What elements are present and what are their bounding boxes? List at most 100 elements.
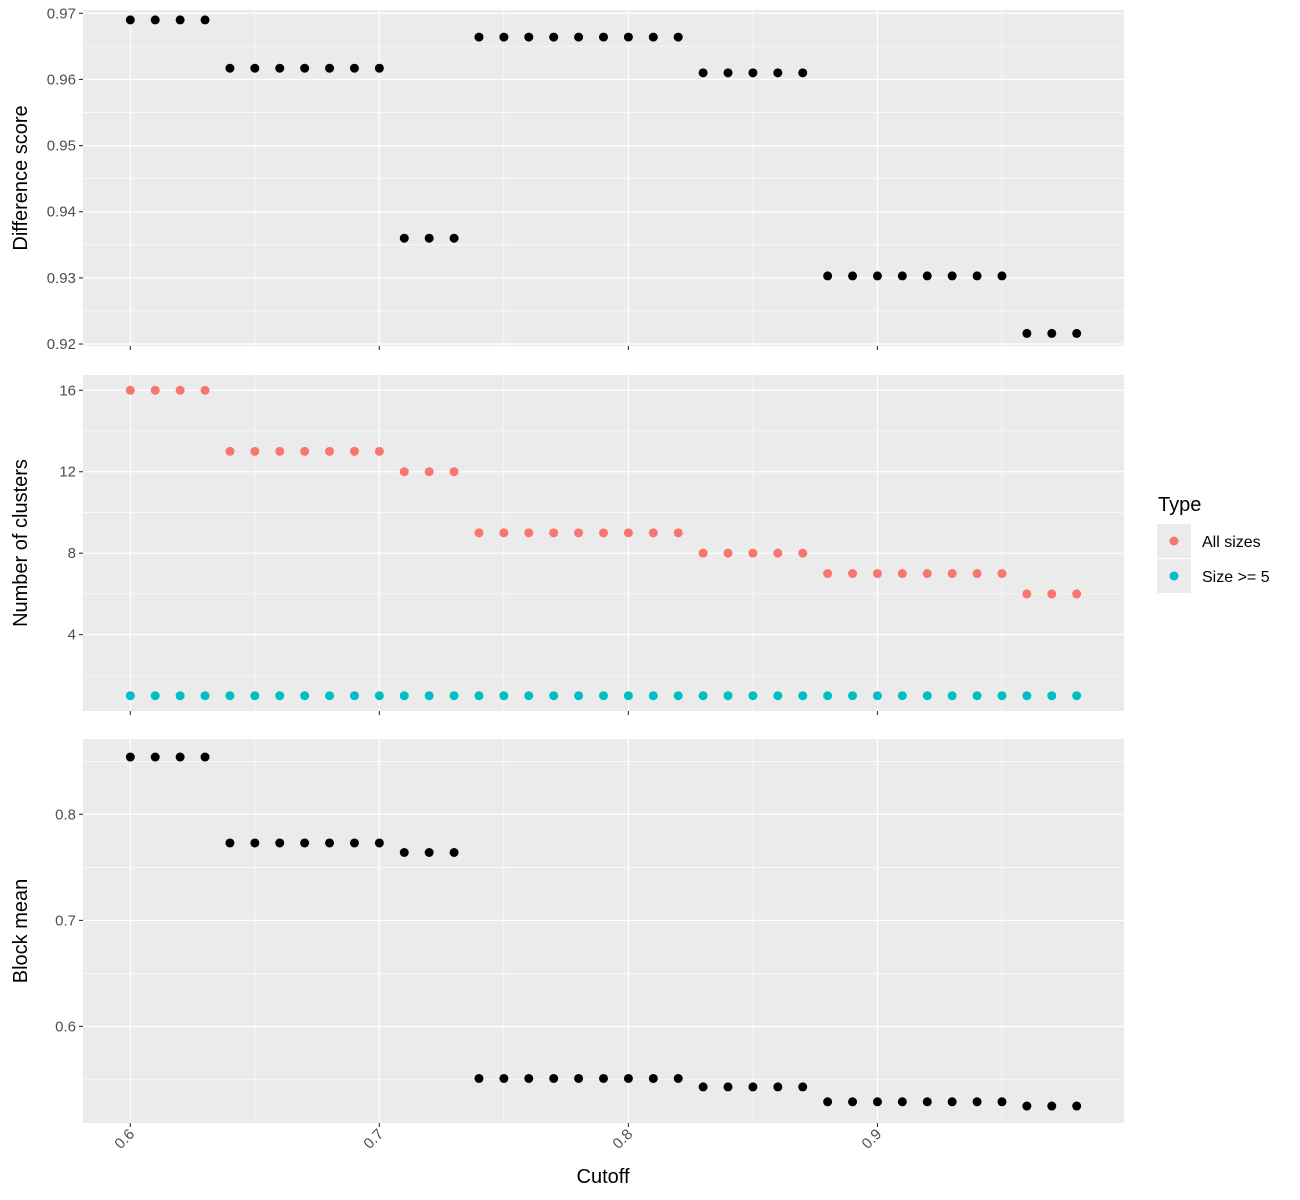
x-tick-label: 0.7 (360, 1126, 387, 1153)
data-point (723, 68, 733, 78)
data-point (449, 233, 459, 243)
data-point (698, 68, 708, 78)
data-point (1072, 589, 1082, 599)
data-point (848, 691, 858, 701)
data-point (648, 32, 658, 42)
data-point (872, 569, 882, 579)
data-point (823, 569, 833, 579)
data-point (723, 1082, 733, 1092)
data-point (200, 385, 210, 395)
data-point (275, 838, 285, 848)
data-point (424, 848, 434, 858)
data-point (723, 691, 733, 701)
y-tick-label: 0.96 (47, 71, 76, 88)
data-point (549, 32, 559, 42)
data-point (773, 691, 783, 701)
data-point (673, 528, 683, 538)
data-point (349, 691, 359, 701)
y-tick-label: 0.6 (55, 1018, 76, 1035)
data-point (773, 1082, 783, 1092)
data-point (374, 691, 384, 701)
data-point (848, 1097, 858, 1107)
data-point (374, 446, 384, 456)
data-point (150, 15, 160, 25)
data-point (1072, 1101, 1082, 1111)
data-point (300, 838, 310, 848)
data-point (648, 691, 658, 701)
legend: Type All sizes Size >= 5 (1157, 494, 1270, 593)
data-point (648, 528, 658, 538)
data-point (449, 467, 459, 477)
data-point (947, 1097, 957, 1107)
data-point (872, 271, 882, 281)
data-point (599, 691, 608, 701)
legend-label-size-ge-5: Size >= 5 (1202, 569, 1270, 586)
data-point (947, 271, 957, 281)
data-point (872, 691, 882, 701)
data-point (374, 838, 384, 848)
y-tick-label: 0.8 (55, 806, 76, 823)
data-point (574, 32, 584, 42)
data-point (300, 446, 310, 456)
panel-background (83, 739, 1124, 1123)
data-point (399, 233, 409, 243)
y-axis-title: Number of clusters (10, 459, 32, 627)
data-point (474, 691, 484, 701)
data-point (150, 752, 160, 762)
data-point (698, 691, 708, 701)
data-point (623, 1073, 633, 1083)
y-tick-label: 12 (59, 464, 76, 481)
x-tick-label: 0.9 (859, 1126, 886, 1153)
data-point (275, 446, 285, 456)
data-point (225, 63, 235, 73)
data-point (972, 691, 982, 701)
data-point (773, 548, 783, 558)
data-point (798, 1082, 808, 1092)
data-point (997, 569, 1007, 579)
data-point (698, 548, 708, 558)
data-point (673, 691, 683, 701)
data-point (698, 1082, 708, 1092)
data-point (773, 68, 783, 78)
data-point (997, 1097, 1007, 1107)
x-axis-title: Cutoff (577, 1166, 630, 1188)
y-tick-label: 0.7 (55, 912, 76, 929)
data-point (897, 569, 907, 579)
data-point (623, 32, 633, 42)
data-point (325, 691, 335, 701)
data-point (673, 32, 683, 42)
data-point (1047, 691, 1057, 701)
data-point (424, 467, 434, 477)
data-point (399, 467, 409, 477)
data-point (125, 752, 135, 762)
data-point (250, 691, 260, 701)
data-point (225, 838, 235, 848)
data-point (897, 271, 907, 281)
data-point (997, 271, 1007, 281)
data-point (175, 385, 185, 395)
data-point (474, 528, 484, 538)
data-point (524, 1073, 534, 1083)
data-point (872, 1097, 882, 1107)
data-point (499, 691, 509, 701)
data-point (225, 691, 235, 701)
panel-2: 4 8 12 16 Number of clusters (10, 375, 1124, 715)
data-point (922, 691, 932, 701)
data-point (449, 848, 459, 858)
data-point (549, 691, 559, 701)
data-point (1022, 691, 1032, 701)
data-point (175, 691, 185, 701)
data-point (250, 63, 260, 73)
y-tick-label: 8 (68, 545, 76, 562)
data-point (673, 1073, 683, 1083)
data-point (922, 271, 932, 281)
data-point (499, 1073, 509, 1083)
data-point (325, 446, 335, 456)
data-point (275, 691, 285, 701)
data-point (623, 691, 633, 701)
data-point (200, 15, 210, 25)
data-point (922, 1097, 932, 1107)
data-point (798, 548, 808, 558)
